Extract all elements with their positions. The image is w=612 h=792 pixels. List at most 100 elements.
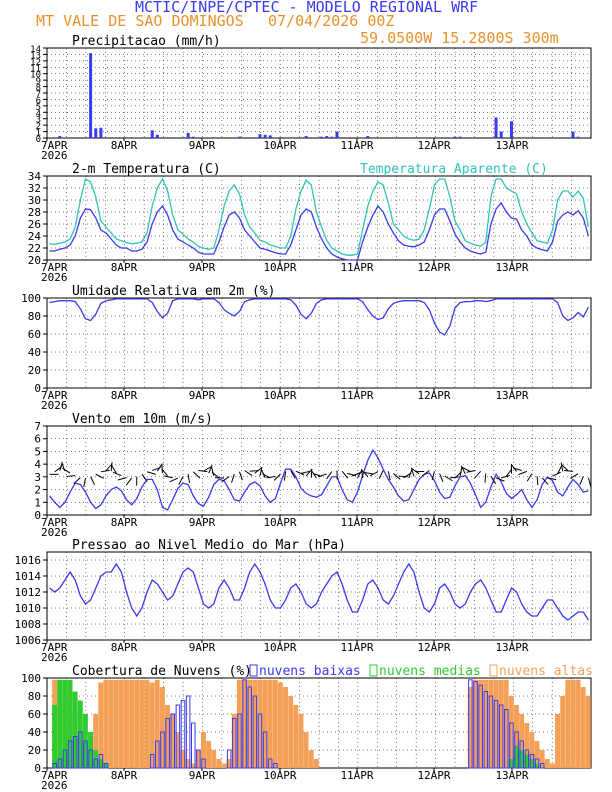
wind-barb: [361, 469, 369, 477]
rh-xtick-label: 11APR: [340, 389, 373, 402]
wind-barb: [326, 471, 333, 480]
wind-xtick-label: 12APR: [417, 516, 450, 529]
wind-barb: [208, 464, 213, 474]
wind-barb: [295, 470, 305, 476]
cloud-bar-orange: [103, 679, 109, 768]
cloud-bar-blue: [226, 749, 232, 769]
cloud-bar-orange: [262, 679, 268, 768]
precip-bar: [366, 136, 370, 138]
cloud-bar-green: [524, 754, 530, 768]
wind-ytick-label: 6: [34, 433, 41, 446]
wind-barb: [100, 469, 110, 473]
wind-barb: [462, 467, 471, 472]
cloud-bar-green: [98, 759, 104, 768]
wind-barb: [484, 473, 487, 483]
rh-year-label: 2026: [41, 399, 68, 412]
cloud-bar-orange: [108, 679, 114, 768]
wind-barb: [254, 467, 263, 474]
wind-barb: [552, 471, 561, 477]
temp-xtick-label: 12APR: [417, 261, 450, 274]
cloud-bar-blue: [509, 722, 514, 769]
slp-panel: 1006 1008 1010 1012 1014 1016 7APR 8APR 9APR 10AP…: [15, 538, 592, 664]
cloud-bar-orange: [580, 687, 586, 768]
wind-barb: [169, 477, 179, 483]
wind-barb: [62, 467, 71, 474]
wind-barb: [231, 473, 235, 483]
wind-barb: [117, 477, 127, 481]
precip-ytick-label: 4: [36, 109, 41, 119]
temp-ytick-label: 32: [28, 182, 41, 195]
header-location: MT VALE DE SAO DOMINGOS: [36, 12, 244, 30]
wind-barb: [526, 473, 533, 482]
wind-barb: [466, 470, 476, 473]
precip-ytick-label: 8: [36, 84, 41, 94]
slp-year-label: 2026: [41, 651, 68, 664]
wind-barb: [490, 475, 497, 485]
wind-ytick-label: 5: [34, 445, 41, 458]
wind-barb: [105, 463, 113, 471]
wind-barb: [408, 469, 413, 479]
header-coords: 59.0500W 15.2800S 300m: [360, 29, 559, 47]
precip-ytick-label: 11: [30, 64, 41, 74]
cloud-bar-green: [72, 691, 78, 768]
precip-bar: [99, 127, 103, 138]
wind-barb: [146, 471, 156, 475]
rh-xtick-label: 7APR: [41, 389, 68, 402]
wind-barb: [357, 469, 363, 479]
cloud-legend-box: [249, 664, 258, 677]
wind-ytick-label: 4: [34, 458, 41, 471]
cloud-bar-orange: [549, 763, 555, 768]
slp-ytick-label: 1014: [15, 570, 42, 583]
cloud-ytick-label: 100: [21, 672, 41, 685]
cloud-bar-orange: [200, 732, 206, 768]
temp-xtick-label: 11APR: [340, 261, 373, 274]
wind-year-label: 2026: [41, 526, 68, 539]
cloud-bar-blue: [514, 731, 519, 769]
cloud-bar-orange: [139, 679, 145, 768]
cloud-bar-orange: [272, 679, 278, 768]
wind-barb: [238, 471, 243, 481]
cloud-bar-orange: [293, 705, 299, 768]
precip-bar: [494, 117, 498, 138]
cloud-title: Cobertura de Nuvens (%): [72, 664, 252, 679]
cloud-xtick-label: 12APR: [417, 769, 450, 782]
wind-xtick-label: 9APR: [189, 516, 216, 529]
cloud-bar-orange: [514, 705, 519, 768]
precip-bar: [186, 132, 190, 138]
wind-barb: [449, 476, 459, 479]
cloud-bar-blue: [262, 731, 268, 769]
cloud-bar-orange: [154, 679, 160, 768]
slp-title: Pressao ao Nivel Medio do Mar (hPa): [72, 538, 346, 553]
temp-year-label: 2026: [41, 271, 68, 284]
cloud-bar-blue: [468, 679, 473, 769]
precip-bar: [330, 136, 334, 138]
precip-ytick-label: 3: [36, 116, 41, 126]
precip-ytick-label: 2: [36, 122, 41, 132]
cloud-bar-blue: [67, 740, 73, 769]
cloud-bar-blue: [493, 700, 499, 769]
cloud-bar-blue: [273, 763, 278, 769]
wind-barb: [579, 476, 584, 485]
temp-ytick-label: 22: [28, 242, 41, 255]
cloud-bar-orange: [529, 732, 535, 768]
wind-ytick-label: 2: [34, 484, 41, 497]
precip-bar: [268, 135, 272, 138]
cloud-bar-orange: [257, 679, 263, 768]
cloud-bar-orange: [267, 679, 273, 768]
cloud-bar-orange: [498, 679, 504, 768]
slp-xtick-label: 9APR: [189, 641, 216, 654]
cloud-bar-orange: [211, 750, 217, 768]
wind-ytick-label: 3: [34, 471, 41, 484]
precip-year-label: 2026: [41, 149, 68, 162]
wind-barb: [290, 470, 296, 479]
precip-ytick-label: 0: [36, 135, 41, 145]
precip-bar: [304, 136, 308, 138]
cloud-bar-orange: [144, 679, 150, 768]
wind-barb: [110, 462, 113, 472]
temp-line-cyan: [49, 177, 590, 256]
cloud-bar-blue: [478, 684, 483, 769]
cloud-bar-blue: [160, 731, 165, 769]
cloud-xtick-label: 7APR: [41, 769, 68, 782]
rh-ytick-label: 20: [28, 364, 41, 377]
